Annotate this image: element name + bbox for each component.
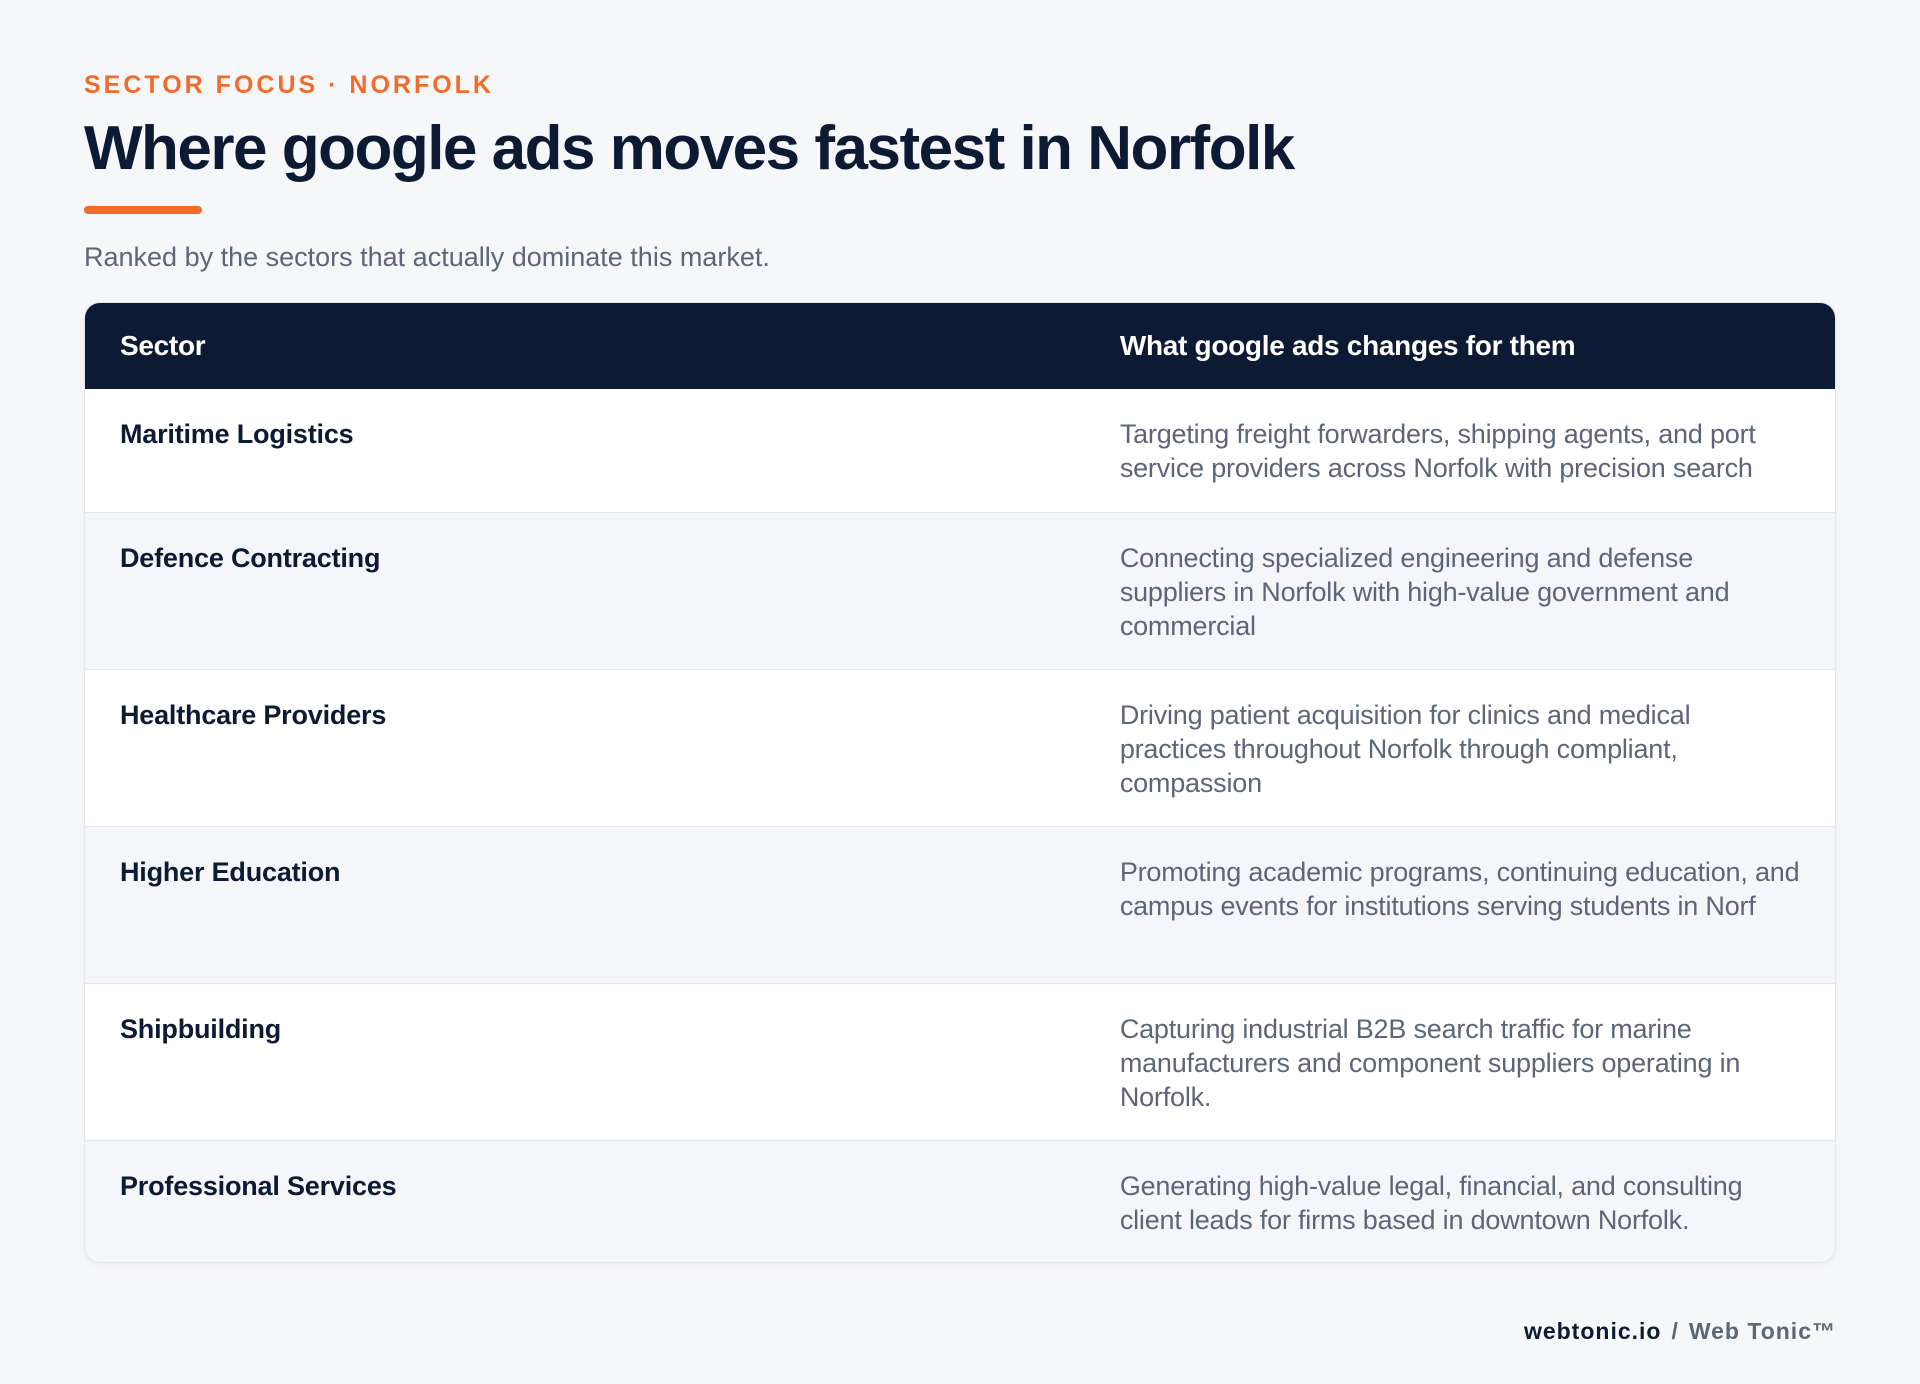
table-header: Sector What google ads changes for them bbox=[85, 303, 1835, 389]
title-accent-bar bbox=[84, 206, 202, 214]
table-row: Shipbuilding Capturing industrial B2B se… bbox=[85, 983, 1835, 1140]
sector-name: Defence Contracting bbox=[120, 543, 381, 573]
sector-name: Maritime Logistics bbox=[120, 419, 354, 449]
sector-name: Higher Education bbox=[120, 857, 341, 887]
footer-separator: / bbox=[1671, 1318, 1679, 1344]
sector-table: Sector What google ads changes for them … bbox=[84, 302, 1836, 1263]
sector-change-description: Capturing industrial B2B search traffic … bbox=[1119, 1014, 1741, 1112]
sector-change-description: Promoting academic programs, continuing … bbox=[1119, 857, 1800, 921]
footer-domain-link[interactable]: webtonic.io bbox=[1523, 1318, 1662, 1344]
table-row: Professional Services Generating high-va… bbox=[85, 1140, 1835, 1262]
table-row: Higher Education Promoting academic prog… bbox=[85, 826, 1835, 983]
sector-name: Shipbuilding bbox=[120, 1014, 282, 1044]
sector-name: Professional Services bbox=[120, 1171, 397, 1201]
sector-change-description: Generating high-value legal, financial, … bbox=[1119, 1171, 1743, 1235]
page-title: Where google ads moves fastest in Norfol… bbox=[84, 114, 1295, 183]
sector-name: Healthcare Providers bbox=[120, 700, 387, 730]
column-header-change: What google ads changes for them bbox=[1119, 330, 1576, 361]
eyebrow-label: SECTOR FOCUS · NORFOLK bbox=[84, 71, 494, 99]
sector-change-description: Connecting specialized engineering and d… bbox=[1119, 543, 1730, 641]
footer-credit: webtonic.io / Web Tonic™ bbox=[1524, 1316, 1836, 1346]
footer-brand: Web Tonic™ bbox=[1688, 1318, 1836, 1344]
table-row: Healthcare Providers Driving patient acq… bbox=[85, 669, 1835, 826]
sector-change-description: Targeting freight forwarders, shipping a… bbox=[1119, 419, 1756, 483]
sector-change-description: Driving patient acquisition for clinics … bbox=[1119, 700, 1691, 798]
column-header-sector: Sector bbox=[120, 330, 206, 361]
table-row: Maritime Logistics Targeting freight for… bbox=[85, 389, 1835, 512]
page-subtitle: Ranked by the sectors that actually domi… bbox=[84, 242, 770, 272]
table-row: Defence Contracting Connecting specializ… bbox=[85, 512, 1835, 669]
table-body: Maritime Logistics Targeting freight for… bbox=[85, 389, 1835, 1262]
